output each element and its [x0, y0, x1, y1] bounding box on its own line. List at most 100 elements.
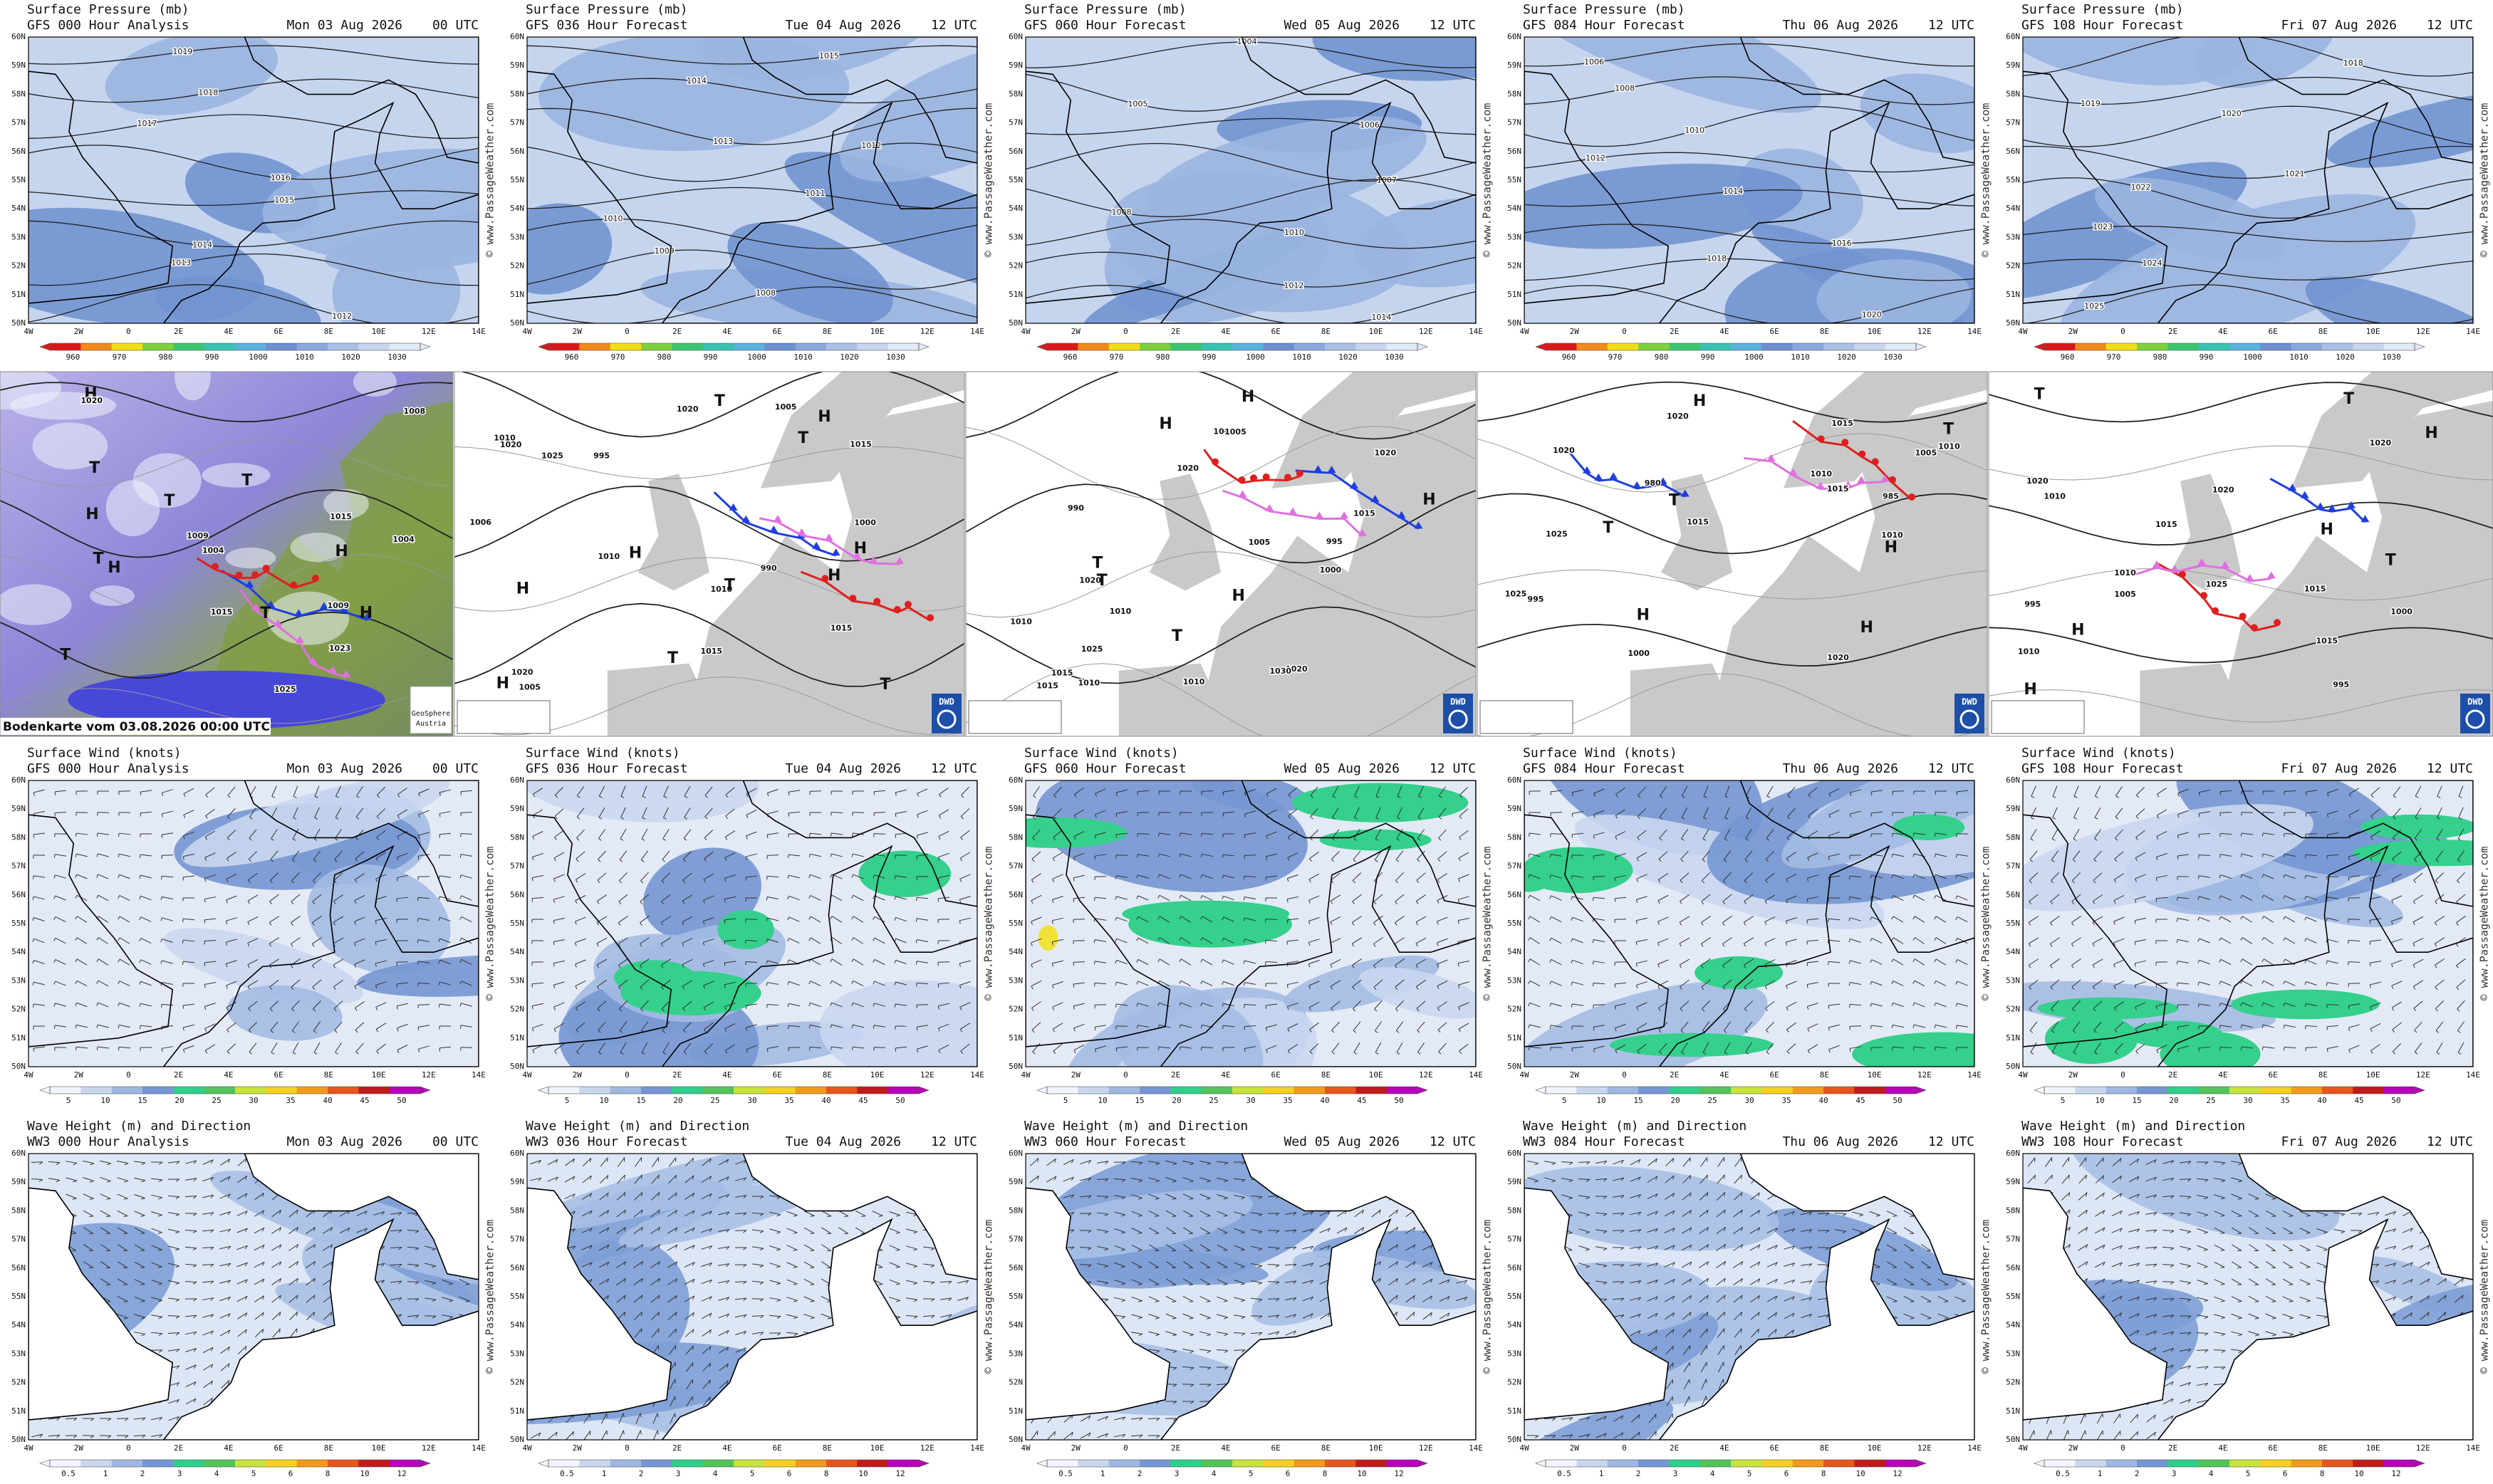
arrow-head — [398, 1314, 402, 1318]
wind-barb — [418, 961, 430, 963]
wave-arrow — [100, 1261, 110, 1268]
wind-barb — [1723, 872, 1732, 882]
wind-barb — [895, 916, 907, 922]
arrow-head — [192, 1298, 197, 1302]
wind-barb — [2262, 812, 2275, 813]
barb-tick — [459, 874, 462, 879]
coastline — [162, 101, 479, 323]
arrow-head — [175, 1248, 179, 1251]
wind-barb — [1680, 1000, 1690, 1009]
wind-barb — [937, 961, 950, 963]
latitude-label: 54N — [510, 947, 524, 956]
wind-barb — [597, 980, 607, 987]
barb-tick — [313, 1052, 318, 1055]
wind-barb — [2050, 958, 2060, 966]
wind-barb — [1222, 1025, 1235, 1028]
wave-arrow — [150, 1178, 163, 1181]
wave-arrow — [769, 1245, 781, 1250]
barb-tick — [2135, 878, 2137, 882]
barb-tick — [766, 939, 768, 943]
wind-barb — [597, 894, 607, 902]
barb-tick — [2052, 817, 2056, 820]
wind-barb — [2093, 872, 2103, 881]
barb-tick — [204, 1006, 207, 1010]
wind-barb — [247, 894, 259, 902]
longitude-label: 2E — [1171, 1070, 1180, 1080]
wind-barb — [1935, 832, 1947, 835]
wind-barb — [1417, 850, 1425, 860]
barb-tick — [1136, 959, 1139, 963]
colorbar-swatch — [1700, 1087, 1732, 1094]
wind-barb — [1615, 1044, 1626, 1051]
barb-tick — [1330, 900, 1333, 904]
panel-title: Surface Wind (knots) — [526, 746, 680, 761]
barb-tick — [1330, 921, 1333, 926]
wind-barb — [439, 916, 451, 922]
latitude-label: 56N — [11, 890, 26, 899]
colorbar-swatch — [328, 1087, 359, 1094]
arrow-head — [313, 1312, 316, 1316]
wind-barb — [1031, 1001, 1041, 1008]
wave-arrow — [751, 1298, 764, 1300]
colorbar-label: 980 — [1156, 352, 1170, 362]
wind-barb — [1458, 1023, 1469, 1030]
wind-barb — [767, 917, 779, 921]
wind-barb — [1657, 938, 1669, 944]
wind-barb — [575, 916, 586, 922]
isobar-label: 1016 — [271, 173, 291, 182]
barb-tick — [1415, 964, 1418, 968]
colorbar-swatch — [1792, 1087, 1824, 1094]
wave-arrow — [117, 1193, 128, 1199]
wind-barb — [2458, 807, 2464, 818]
latitude-label: 50N — [1507, 318, 1521, 328]
wind-barb — [183, 1045, 194, 1050]
colorbar-label: 10 — [2095, 1096, 2104, 1105]
arrow-head — [675, 1192, 677, 1197]
shaded-area — [182, 780, 449, 867]
barb-tick — [1136, 1003, 1138, 1007]
barb-tick — [2071, 922, 2074, 926]
wind-barb — [269, 979, 279, 988]
longitude-label: 10E — [1868, 327, 1882, 336]
wind-map — [527, 780, 977, 1067]
wind-barb — [1202, 981, 1213, 986]
wind-barb — [1286, 939, 1299, 942]
barb-tick — [2240, 895, 2243, 899]
wind-barb — [2348, 809, 2360, 816]
wind-barb — [1935, 1024, 1947, 1028]
wind-barb — [397, 1044, 408, 1051]
wind-barb — [1571, 855, 1584, 856]
wave-arrow — [306, 1295, 316, 1303]
wind-barb — [226, 895, 237, 901]
wind-barb — [1202, 895, 1213, 901]
wind-barb — [1074, 788, 1084, 795]
wind-barb — [2370, 808, 2380, 817]
wind-barb — [98, 853, 109, 857]
map-frame — [28, 36, 479, 324]
latitude-label: 60N — [2006, 32, 2020, 41]
colorbar-label: 30 — [1744, 1096, 1754, 1105]
barb-tick — [1266, 1049, 1268, 1053]
wind-barb — [182, 939, 195, 942]
longitude-label: 4W — [1519, 1070, 1529, 1080]
colorbar-swatch — [266, 343, 298, 350]
wave-arrow — [151, 1434, 162, 1437]
arrow-head — [244, 1279, 248, 1283]
latitude-label: 58N — [2006, 89, 2020, 98]
wind-barb — [1459, 1043, 1469, 1052]
wind-barb — [641, 1042, 648, 1053]
barb-tick — [1657, 921, 1660, 925]
strong-wind-area — [717, 909, 774, 950]
strong-wind-area — [1609, 1033, 1774, 1057]
colorbar-swatch — [2137, 343, 2168, 350]
latitude-label: 57N — [11, 118, 26, 127]
latitude-label: 57N — [510, 118, 524, 127]
barb-tick — [787, 959, 790, 963]
arrow-head — [913, 1299, 918, 1302]
wind-barb — [2113, 916, 2125, 922]
wind-barb — [2156, 831, 2167, 837]
wind-barb — [2284, 874, 2296, 879]
barb-tick — [1701, 922, 1704, 926]
isobar-label: 1019 — [172, 47, 192, 56]
barb-tick — [553, 1028, 556, 1033]
